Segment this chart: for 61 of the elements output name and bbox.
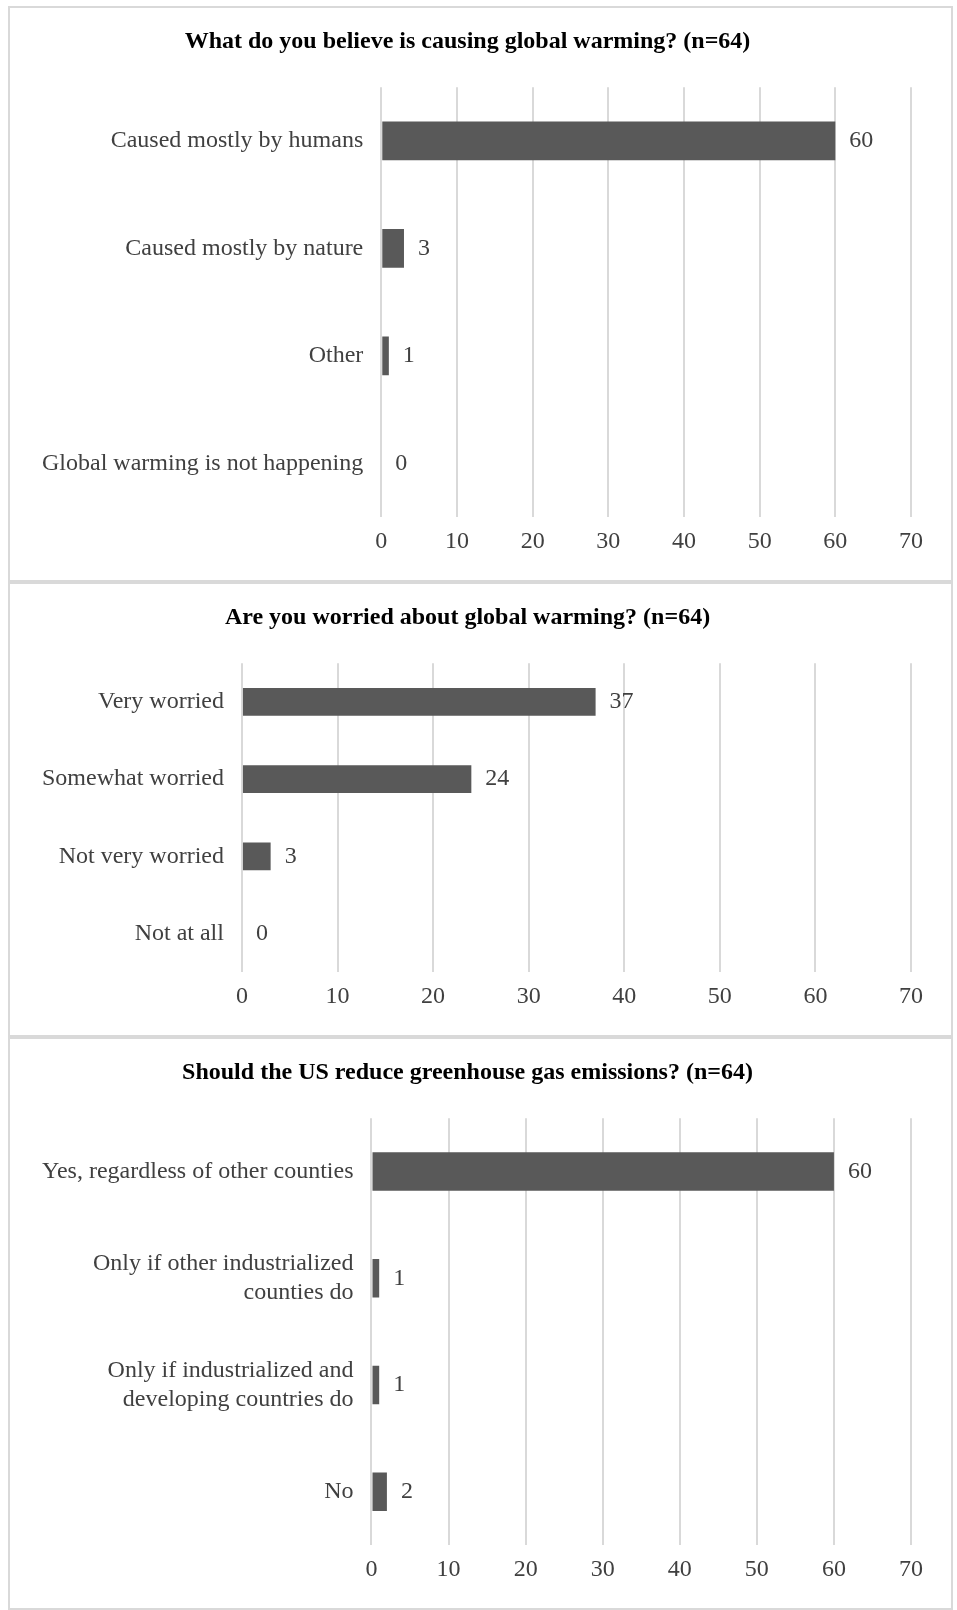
x-tick-label: 40	[612, 981, 637, 1008]
bar	[242, 842, 271, 871]
y-tick-label: Caused mostly by humans	[110, 126, 364, 153]
bar	[382, 121, 836, 161]
y-tick-label: Very worried	[98, 687, 224, 714]
x-tick-label: 30	[590, 1554, 615, 1581]
bar	[372, 1259, 380, 1298]
y-tick-label: Not very worried	[58, 841, 224, 868]
bar	[372, 1472, 387, 1512]
data-label: 60	[849, 126, 874, 153]
x-tick-label: 60	[823, 526, 848, 553]
x-tick-label: 70	[899, 1554, 923, 1581]
data-label: 1	[393, 1263, 406, 1290]
y-tick-label: Somewhat worried	[41, 764, 224, 791]
data-label: 1	[402, 341, 415, 368]
bar	[242, 687, 596, 716]
x-tick-label: 10	[436, 1554, 461, 1581]
x-tick-label: 70	[899, 526, 923, 553]
bar	[372, 1152, 834, 1191]
data-label: 2	[400, 1477, 413, 1504]
data-label: 0	[255, 918, 268, 945]
y-tick-label: No	[324, 1477, 354, 1504]
y-tick-label: Global warming is not happening	[42, 448, 364, 475]
bar	[382, 229, 404, 268]
x-tick-label: 0	[375, 526, 388, 553]
data-label: 24	[485, 764, 510, 791]
bar	[372, 1365, 380, 1405]
data-label: 37	[609, 687, 634, 714]
y-tick-label: Caused mostly by nature	[125, 233, 364, 260]
x-tick-label: 30	[516, 981, 541, 1008]
data-label: 3	[417, 233, 430, 260]
data-label: 60	[847, 1156, 872, 1183]
data-label: 3	[284, 841, 297, 868]
x-tick-label: 40	[671, 526, 696, 553]
chart-title: What do you believe is causing global warming? (n=64)	[184, 26, 751, 53]
bar	[242, 765, 472, 793]
chart-title: Are you worried about global warming? (n=64)	[224, 602, 711, 629]
data-label: 1	[393, 1370, 406, 1397]
x-tick-label: 70	[899, 981, 923, 1008]
x-tick-label: 50	[744, 1554, 769, 1581]
x-tick-label: 20	[421, 981, 446, 1008]
x-tick-label: 30	[596, 526, 621, 553]
x-tick-label: 10	[325, 981, 350, 1008]
x-tick-label: 10	[444, 526, 469, 553]
x-tick-label: 20	[513, 1554, 538, 1581]
x-tick-label: 40	[667, 1554, 692, 1581]
x-tick-label: 50	[747, 526, 772, 553]
chart-title: Should the US reduce greenhouse gas emissions? (n=64)	[182, 1057, 753, 1084]
x-tick-label: 0	[235, 981, 248, 1008]
x-tick-label: 60	[821, 1554, 846, 1581]
y-tick-label: Only if industrialized and developing countries do	[107, 1355, 354, 1411]
y-tick-label: Yes, regardless of other counties	[42, 1156, 354, 1183]
y-tick-label: Not at all	[134, 918, 225, 945]
y-tick-label: Only if other industrialized counties do	[92, 1249, 354, 1305]
data-label: 0	[395, 448, 408, 475]
bar	[382, 336, 389, 376]
x-tick-label: 0	[365, 1554, 378, 1581]
x-tick-label: 60	[803, 981, 828, 1008]
x-tick-label: 50	[707, 981, 732, 1008]
y-tick-label: Other	[308, 341, 364, 368]
x-tick-label: 20	[520, 526, 545, 553]
